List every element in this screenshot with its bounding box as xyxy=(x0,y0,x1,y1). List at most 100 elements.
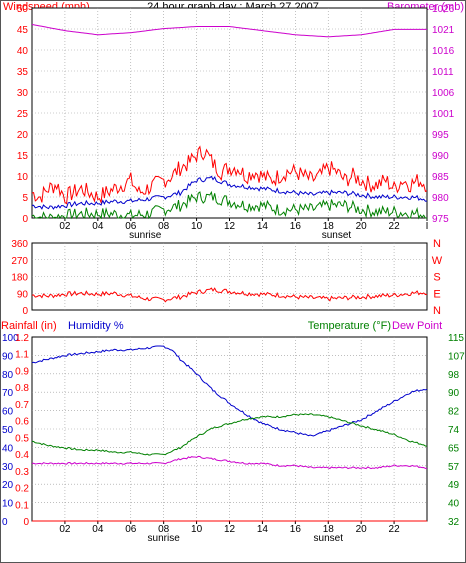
barometer-tick-label: 975 xyxy=(432,214,449,225)
humidity-tick-label: 30 xyxy=(2,462,14,473)
barometer-tick-label: 985 xyxy=(432,172,449,183)
wind-average-line xyxy=(31,175,428,210)
humidity-tick-label: 90 xyxy=(2,351,14,362)
humidity-tick-label: 20 xyxy=(2,480,14,491)
rainfall-tick-label: 0.1 xyxy=(15,500,29,511)
humidity-panel-xtick-label: 06 xyxy=(125,524,137,535)
windspeed-tick-label: 20 xyxy=(17,130,29,141)
barometer-tick-label: 995 xyxy=(432,130,449,141)
temperature-tick-label: 98 xyxy=(448,370,460,381)
humidity-panel-xtick-label: 14 xyxy=(257,524,269,535)
humidity-tick-label: 0 xyxy=(2,517,8,528)
temperature-tick-label: 65 xyxy=(448,443,460,454)
wind-panel-xtick-label: 10 xyxy=(191,221,203,232)
direction-tick-label: 90 xyxy=(17,289,29,300)
humidity-tick-label: 60 xyxy=(2,407,14,418)
compass-letter-label: E xyxy=(433,288,440,300)
temperature-tick-label: 49 xyxy=(448,480,460,491)
sunrise-label: sunrise xyxy=(148,533,181,544)
sunrise-label: sunrise xyxy=(129,230,162,241)
barometer-tick-label: 1026 xyxy=(432,4,455,15)
rainfall-tick-label: 0.6 xyxy=(15,417,29,428)
temperature-tick-label: 82 xyxy=(448,407,460,418)
barometer-tick-label: 1001 xyxy=(432,109,455,120)
humidity-panel-xtick-label: 18 xyxy=(323,524,335,535)
wind-panel-xtick-label: 20 xyxy=(356,221,368,232)
temperature-tick-label: 57 xyxy=(448,462,460,473)
windspeed-tick-label: 30 xyxy=(17,88,29,99)
barometer-tick-label: 1021 xyxy=(432,25,455,36)
humidity-panel-xtick-label: 10 xyxy=(191,524,203,535)
windspeed-tick-label: 40 xyxy=(17,46,29,57)
humidity-axis-label: Humidity % xyxy=(68,320,124,332)
wind-panel-xtick-label: 04 xyxy=(92,221,104,232)
rainfall-tick-label: 1.1 xyxy=(15,350,29,361)
windspeed-tick-label: 35 xyxy=(17,67,29,78)
humidity-panel-xtick-label: 16 xyxy=(290,524,302,535)
sunset-label: sunset xyxy=(314,533,344,544)
temperature-tick-label: 107 xyxy=(448,351,465,362)
wind-panel-xtick-label: 14 xyxy=(257,221,269,232)
windspeed-tick-label: 45 xyxy=(17,25,29,36)
temperature-tick-label: 40 xyxy=(448,499,460,510)
direction-tick-label: 180 xyxy=(11,273,28,284)
compass-letter-label: N xyxy=(433,305,441,317)
barometer-tick-label: 1006 xyxy=(432,88,455,99)
humidity-tick-label: 40 xyxy=(2,443,14,454)
barometer-line xyxy=(31,24,427,38)
compass-letter-label: N xyxy=(433,238,441,250)
rainfall-tick-label: 0 xyxy=(23,517,29,528)
rainfall-tick-label: 1.2 xyxy=(15,333,29,344)
humidity-tick-label: 100 xyxy=(2,333,19,344)
wind-low-line xyxy=(31,190,427,220)
humidity-panel-xtick-label: 12 xyxy=(224,524,236,535)
humidity-tick-label: 80 xyxy=(2,370,14,381)
barometer-tick-label: 990 xyxy=(432,151,449,162)
humidity-tick-label: 70 xyxy=(2,388,14,399)
compass-letter-label: W xyxy=(432,255,443,267)
dewpoint-line xyxy=(31,455,428,470)
rainfall-tick-label: 0.4 xyxy=(15,450,29,461)
wind-panel-xtick-label: 12 xyxy=(224,221,236,232)
humidity-panel-xtick-label: 22 xyxy=(389,524,401,535)
windspeed-tick-label: 50 xyxy=(17,4,29,15)
temperature-tick-label: 90 xyxy=(448,388,460,399)
humidity-panel-xtick-label: 08 xyxy=(158,524,170,535)
wind-panel-xtick-label: 18 xyxy=(323,221,335,232)
temperature-line xyxy=(31,413,428,456)
temperature-axis-label: Temperature (°F) xyxy=(308,320,391,332)
direction-tick-label: 270 xyxy=(11,256,28,267)
direction-tick-label: 360 xyxy=(11,239,28,250)
windspeed-tick-label: 5 xyxy=(22,193,28,204)
windspeed-tick-label: 0 xyxy=(22,214,28,225)
sunset-label: sunset xyxy=(322,230,352,241)
humidity-tick-label: 10 xyxy=(2,499,14,510)
compass-letter-label: S xyxy=(433,272,440,284)
wind-panel-xtick-label: 16 xyxy=(290,221,302,232)
barometer-tick-label: 1016 xyxy=(432,46,455,57)
humidity-panel-xtick-label: 04 xyxy=(92,524,104,535)
rainfall-tick-label: 0.8 xyxy=(15,383,29,394)
rainfall-tick-label: 0.9 xyxy=(15,366,29,377)
rainfall-tick-label: 0.7 xyxy=(15,400,29,411)
temperature-tick-label: 115 xyxy=(448,333,464,344)
barometer-tick-label: 1011 xyxy=(432,67,454,78)
wind-panel-xtick-label: I xyxy=(426,221,429,232)
rainfall-axis-label: Rainfall (in) xyxy=(1,320,57,332)
direction-tick-label: 0 xyxy=(22,306,28,317)
wind-panel-xtick-label: 06 xyxy=(125,221,137,232)
temperature-tick-label: 32 xyxy=(448,517,460,528)
wind-gust-line xyxy=(31,145,428,205)
rainfall-tick-label: 0.2 xyxy=(15,484,29,495)
humidity-panel-xtick-label: 02 xyxy=(59,524,71,535)
wind-direction-line xyxy=(31,287,428,303)
windspeed-tick-label: 25 xyxy=(17,109,29,120)
wind-panel-xtick-label: 22 xyxy=(389,221,401,232)
barometer-tick-label: 980 xyxy=(432,193,449,204)
wind-panel-xtick-label: 08 xyxy=(158,221,170,232)
humidity-panel-xtick-label: 20 xyxy=(356,524,368,535)
dewpoint-axis-label: Dew Point xyxy=(392,320,442,332)
rainfall-tick-label: 0.5 xyxy=(15,433,29,444)
temperature-tick-label: 74 xyxy=(448,425,460,436)
